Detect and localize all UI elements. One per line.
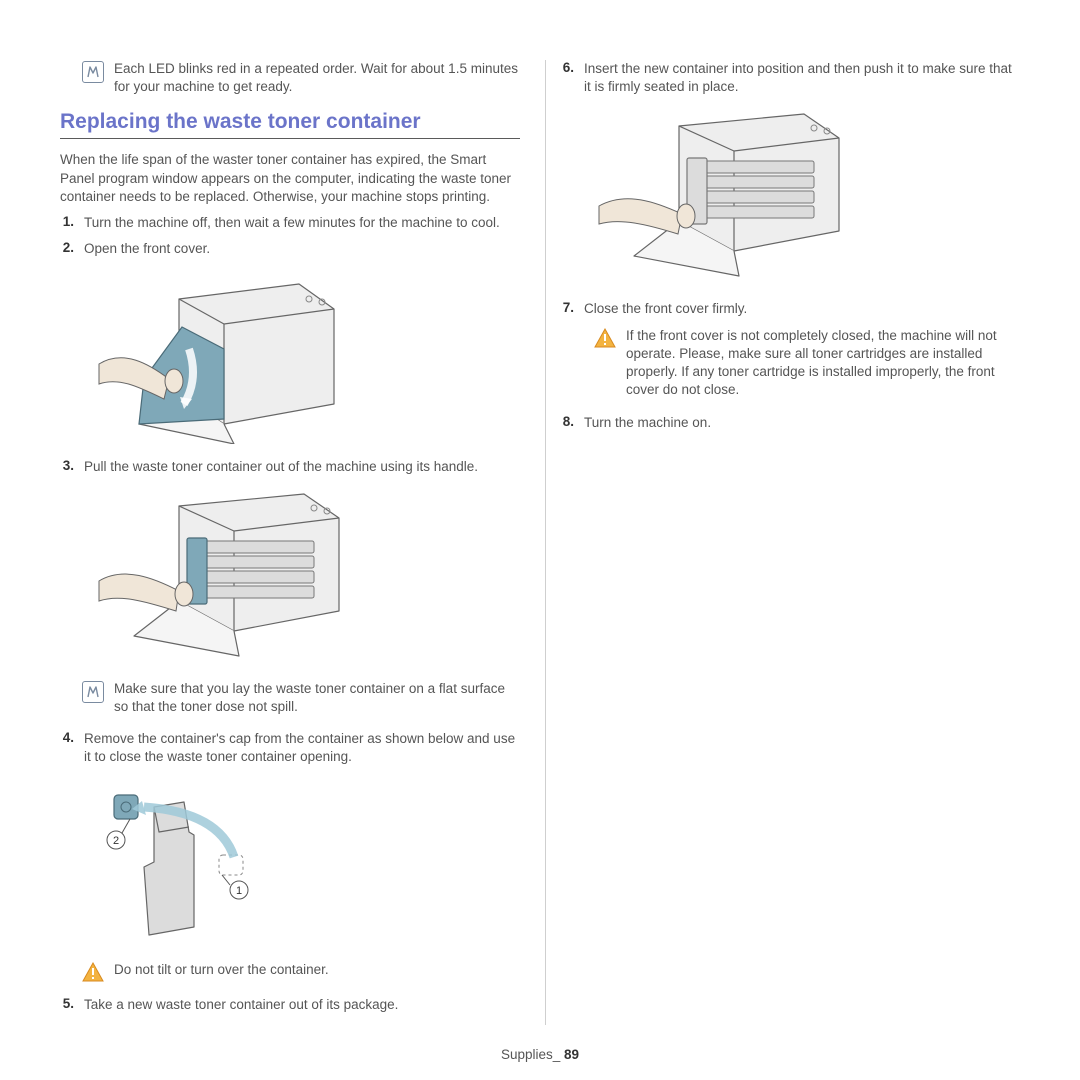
step-number: 2. xyxy=(60,240,74,255)
step-number: 5. xyxy=(60,996,74,1011)
step-number: 8. xyxy=(560,414,574,429)
step-text: Pull the waste toner container out of th… xyxy=(84,458,520,476)
step-5: 5. Take a new waste toner container out … xyxy=(60,996,520,1014)
warning-tilt-text: Do not tilt or turn over the container. xyxy=(114,961,329,979)
figure-insert-container xyxy=(584,106,1020,286)
note-icon xyxy=(82,61,104,83)
note-flat-text: Make sure that you lay the waste toner c… xyxy=(114,680,520,716)
step-text: Remove the container's cap from the cont… xyxy=(84,730,520,766)
warning-cover-text: If the front cover is not completely clo… xyxy=(626,327,1020,400)
step-2: 2. Open the front cover. xyxy=(60,240,520,258)
note-flat-surface: Make sure that you lay the waste toner c… xyxy=(82,680,520,716)
step-8: 8. Turn the machine on. xyxy=(560,414,1020,432)
warning-tilt: Do not tilt or turn over the container. xyxy=(82,961,520,982)
callout-1: 1 xyxy=(236,885,242,897)
right-column: 6. Insert the new container into positio… xyxy=(560,60,1020,1000)
step-text: Turn the machine on. xyxy=(584,414,1020,432)
left-column: Each LED blinks red in a repeated order.… xyxy=(60,60,520,1000)
page-footer: Supplies_ 89 xyxy=(0,1047,1080,1062)
step-number: 6. xyxy=(560,60,574,75)
figure-container-cap: 1 2 xyxy=(84,777,520,947)
warning-icon xyxy=(82,962,104,982)
footer-page-number: 89 xyxy=(564,1047,579,1062)
warning-cover: If the front cover is not completely clo… xyxy=(594,327,1020,400)
footer-label: Supplies_ xyxy=(501,1047,560,1062)
step-3: 3. Pull the waste toner container out of… xyxy=(60,458,520,476)
step-4: 4. Remove the container's cap from the c… xyxy=(60,730,520,766)
step-text: Open the front cover. xyxy=(84,240,520,258)
step-text: Turn the machine off, then wait a few mi… xyxy=(84,214,520,232)
step-number: 1. xyxy=(60,214,74,229)
top-note-text: Each LED blinks red in a repeated order.… xyxy=(114,60,520,96)
note-icon xyxy=(82,681,104,703)
figure-open-cover xyxy=(84,269,520,444)
warning-icon xyxy=(594,328,616,348)
step-1: 1. Turn the machine off, then wait a few… xyxy=(60,214,520,232)
step-7: 7. Close the front cover firmly. xyxy=(560,300,1020,318)
step-text: Close the front cover firmly. xyxy=(584,300,1020,318)
section-heading: Replacing the waste toner container xyxy=(60,110,520,139)
step-text: Take a new waste toner container out of … xyxy=(84,996,520,1014)
callout-2: 2 xyxy=(113,835,119,847)
step-number: 3. xyxy=(60,458,74,473)
top-note: Each LED blinks red in a repeated order.… xyxy=(82,60,520,96)
step-number: 7. xyxy=(560,300,574,315)
step-text: Insert the new container into position a… xyxy=(584,60,1020,96)
figure-pull-container xyxy=(84,486,520,666)
step-number: 4. xyxy=(60,730,74,745)
step-6: 6. Insert the new container into positio… xyxy=(560,60,1020,96)
intro-paragraph: When the life span of the waster toner c… xyxy=(60,151,520,206)
